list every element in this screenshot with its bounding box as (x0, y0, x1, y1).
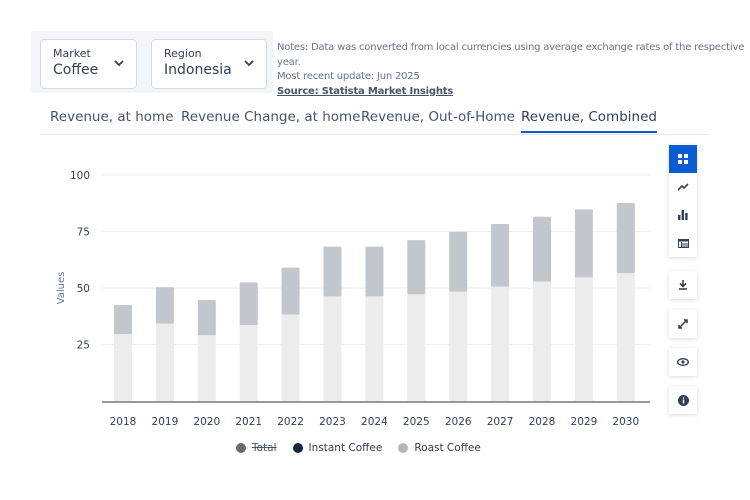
x-tick-label: 2020 (193, 416, 220, 428)
line-chart-button[interactable] (669, 173, 697, 201)
download-icon (679, 280, 687, 290)
x-tick-label: 2019 (152, 416, 179, 428)
bar-instant-coffee (155, 287, 174, 324)
info-icon (677, 394, 689, 406)
notes-text: Notes: Data was converted from local cur… (277, 42, 745, 68)
market-value: Coffee (53, 62, 99, 78)
bar-instant-coffee (574, 209, 593, 278)
x-tick-label: 2024 (361, 416, 388, 428)
bar-roast-coffee (239, 325, 258, 401)
dashboard-button[interactable] (669, 145, 697, 173)
bar-roast-coffee (155, 323, 174, 401)
legend-item-roast-coffee[interactable]: Roast Coffee (398, 442, 481, 454)
chart-legend: Total Instant Coffee Roast Coffee (236, 442, 481, 454)
tab-revenue-out-of-home[interactable]: Revenue, Out-of-Home (361, 109, 515, 125)
tab-revenue-at-home[interactable]: Revenue, at home (50, 109, 174, 125)
x-tick-label: 2028 (529, 416, 556, 428)
filter-panel: Market Coffee Region Indonesia (31, 31, 273, 93)
eye-icon (677, 358, 689, 366)
tab-revenue-change-at-home[interactable]: Revenue Change, at home (181, 109, 361, 125)
bar-roast-coffee (533, 281, 551, 401)
legend-marker (292, 443, 303, 453)
source-link[interactable]: Source: Statista Market Insights (277, 85, 454, 97)
legend-label: Instant Coffee (308, 442, 383, 454)
chart-type-toolbar (669, 145, 697, 257)
market-dropdown[interactable]: Market Coffee (40, 39, 137, 89)
bar-roast-coffee (491, 286, 510, 401)
line-chart-icon (677, 183, 689, 191)
notes: Notes: Data was converted from local cur… (277, 41, 750, 99)
legend-item-instant-coffee[interactable]: Instant Coffee (292, 442, 383, 454)
bar-roast-coffee (197, 335, 216, 401)
bar-instant-coffee (449, 231, 468, 292)
chevron-down-icon (114, 60, 124, 67)
info-button[interactable] (669, 386, 697, 414)
x-tick-label: 2030 (612, 416, 639, 428)
bar-instant-coffee (323, 246, 342, 297)
x-tick-label: 2023 (319, 416, 346, 428)
bar-roast-coffee (574, 277, 593, 401)
bar-instant-coffee (407, 240, 426, 295)
revenue-chart: 25 50 75 100 Values 2018 2019 2020 2021 2022 2023 2… (56, 170, 650, 428)
region-value: Indonesia (164, 62, 232, 78)
tab-bar: Revenue, at home Revenue Change, at home… (40, 104, 710, 135)
bar-instant-coffee (365, 246, 384, 297)
update-text: Most recent update: Jun 2025 (277, 71, 420, 82)
bar-roast-coffee (616, 273, 635, 401)
y-axis-label: Values (56, 272, 67, 305)
bar-instant-coffee (197, 299, 216, 336)
visibility-button[interactable] (669, 348, 697, 376)
region-label: Region (164, 47, 202, 60)
bar-instant-coffee (114, 304, 132, 335)
market-label: Market (53, 47, 91, 60)
x-tick-label: 2027 (487, 416, 514, 428)
bar-roast-coffee (323, 296, 342, 401)
dashboard-icon (678, 154, 688, 164)
table-icon (677, 238, 689, 248)
table-button[interactable] (669, 229, 697, 257)
x-tick-label: 2018 (110, 416, 137, 428)
y-tick-label: 25 (77, 340, 90, 352)
bar-roast-coffee (449, 291, 468, 401)
legend-label: Roast Coffee (414, 442, 481, 454)
bar-roast-coffee (114, 334, 132, 401)
legend-item-total[interactable]: Total (236, 442, 277, 454)
expand-button[interactable] (669, 310, 697, 338)
bar-instant-coffee (616, 203, 635, 274)
region-dropdown[interactable]: Region Indonesia (151, 39, 267, 89)
legend-label: Total (252, 442, 277, 454)
legend-marker (398, 443, 409, 453)
tab-revenue-combined[interactable]: Revenue, Combined (521, 109, 657, 133)
x-tick-label: 2025 (403, 416, 430, 428)
bar-roast-coffee (365, 296, 384, 401)
bar-chart-button[interactable] (669, 201, 697, 229)
x-tick-label: 2026 (445, 416, 472, 428)
chevron-down-icon (244, 60, 254, 67)
bar-instant-coffee (533, 216, 551, 282)
bar-instant-coffee (239, 282, 258, 326)
x-tick-label: 2021 (235, 416, 262, 428)
bar-roast-coffee (407, 294, 426, 401)
legend-marker (236, 443, 246, 453)
download-button[interactable] (669, 271, 697, 299)
bar-instant-coffee (491, 224, 510, 287)
x-tick-label: 2022 (277, 416, 304, 428)
x-tick-label: 2029 (571, 416, 598, 428)
bar-instant-coffee (281, 267, 300, 315)
y-tick-label: 50 (77, 283, 90, 295)
bar-roast-coffee (281, 314, 300, 401)
y-tick-label: 100 (70, 170, 90, 182)
expand-icon (678, 319, 688, 329)
bar-chart-icon (678, 210, 688, 220)
y-tick-label: 75 (77, 227, 90, 239)
